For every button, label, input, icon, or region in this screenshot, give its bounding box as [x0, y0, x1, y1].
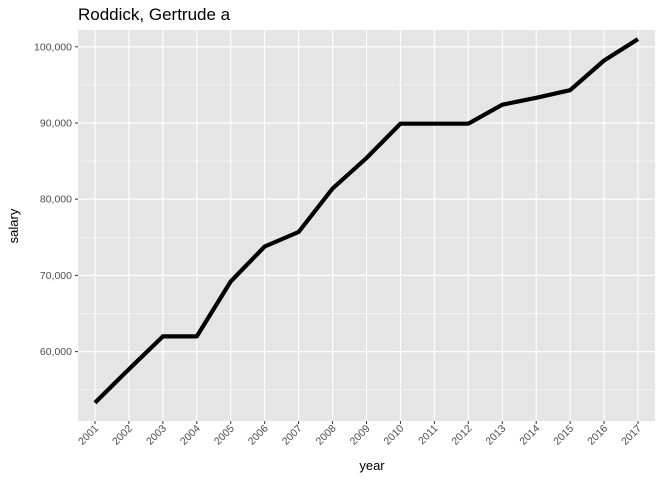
y-axis: 60,000 70,000 80,000 90,000 100,000 — [34, 41, 78, 358]
x-tick-label: 2015 — [551, 423, 576, 448]
y-axis-title: salary — [6, 208, 21, 243]
y-tick-label: 60,000 — [40, 346, 72, 358]
x-tick-label: 2003 — [144, 423, 169, 448]
x-tick-label: 2006 — [246, 423, 271, 448]
x-tick-label: 2005 — [212, 423, 237, 448]
x-tick-label: 2008 — [314, 423, 339, 448]
x-tick-label: 2010 — [382, 423, 407, 448]
y-tick-label: 90,000 — [40, 117, 72, 129]
y-tick-label: 80,000 — [40, 194, 72, 206]
x-axis: 2001 2002 2003 2004 2005 2006 2007 2008 2009 2010… — [76, 421, 644, 448]
x-tick-label: 2013 — [483, 423, 508, 448]
series-layer — [93, 37, 640, 405]
series-line — [93, 37, 640, 405]
grid-lines — [78, 30, 655, 421]
x-tick-label: 2012 — [449, 423, 474, 448]
x-tick-label: 2009 — [348, 423, 373, 448]
y-tick-label: 70,000 — [40, 270, 72, 282]
chart-title: Roddick, Gertrude a — [78, 5, 231, 24]
x-tick-label: 2007 — [280, 423, 305, 448]
x-tick-label: 2001 — [76, 423, 101, 448]
x-tick-label: 2002 — [110, 423, 135, 448]
x-axis-title: year — [359, 458, 385, 473]
x-tick-label: 2017 — [619, 423, 644, 448]
x-tick-label: 2016 — [585, 423, 610, 448]
x-tick-label: 2011 — [416, 423, 441, 448]
y-tick-label: 100,000 — [34, 41, 72, 53]
x-tick-label: 2014 — [517, 423, 542, 448]
x-tick-label: 2004 — [178, 423, 203, 448]
